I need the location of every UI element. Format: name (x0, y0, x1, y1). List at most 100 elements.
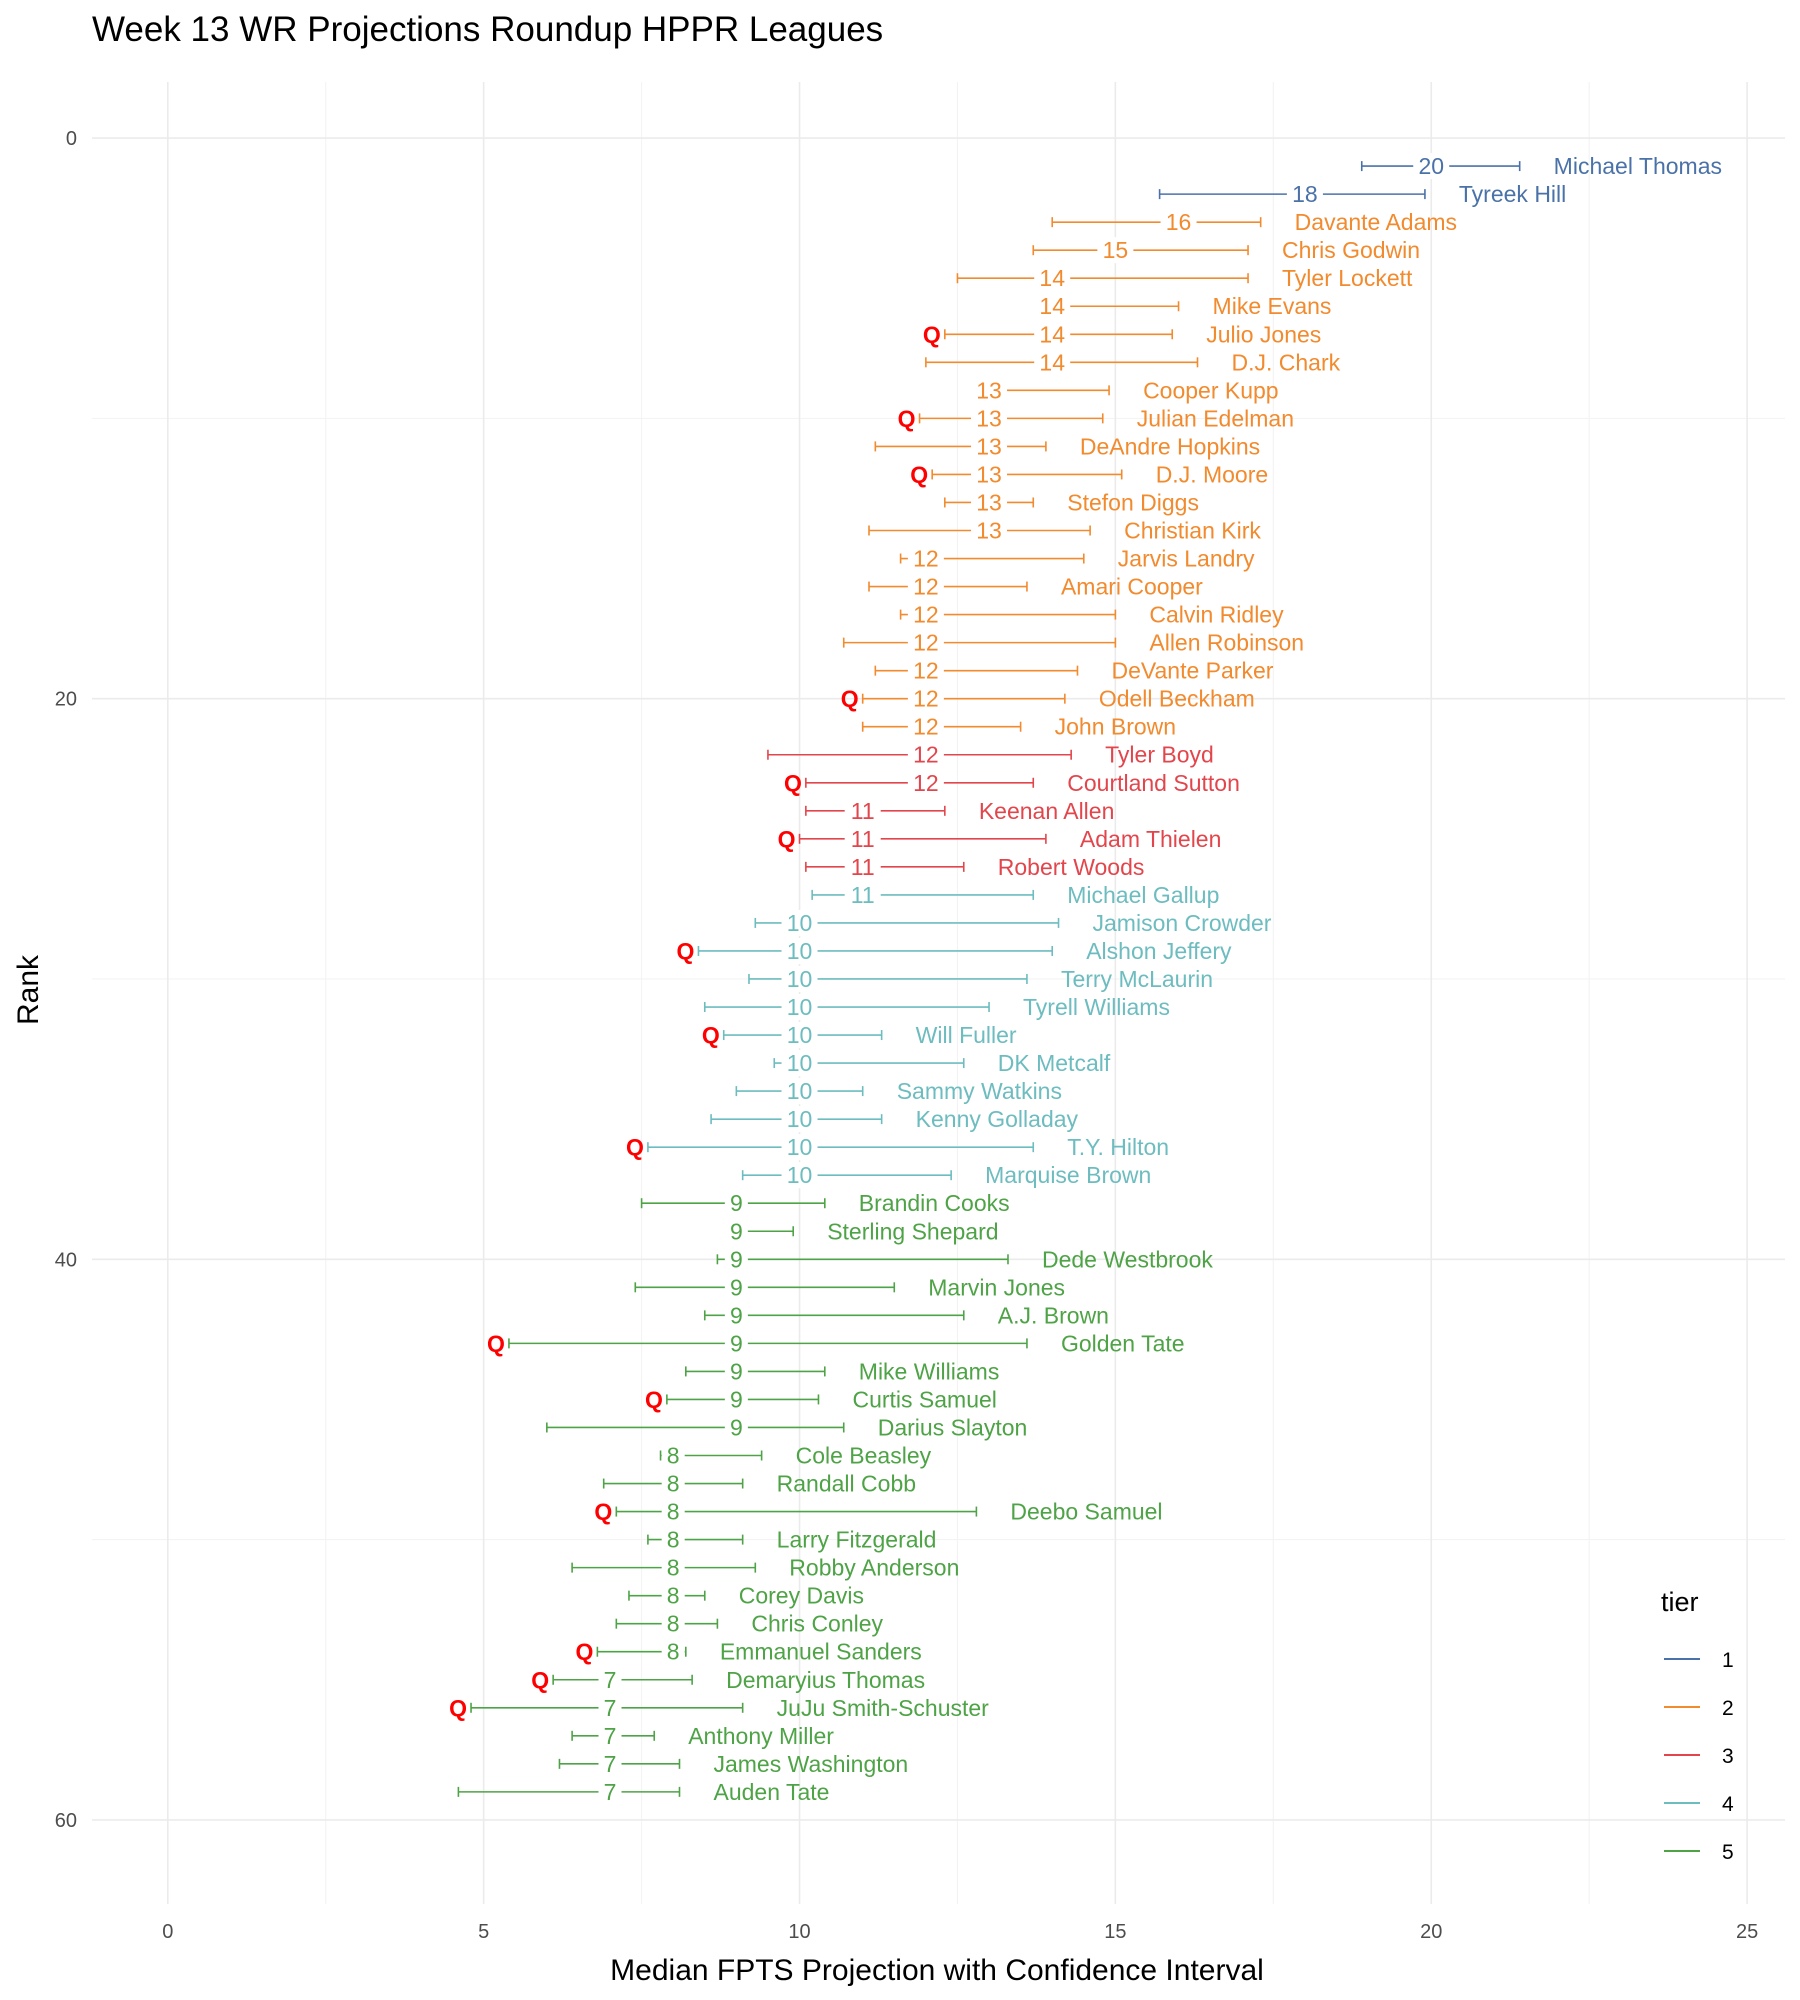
legend-label-tier-3: 3 (1722, 1745, 1734, 1768)
questionable-marker: Q (841, 686, 859, 712)
questionable-marker: Q (923, 321, 941, 347)
questionable-marker: Q (594, 1499, 612, 1525)
player-label: Tyreek Hill (1459, 181, 1566, 207)
median-label-bg (907, 601, 944, 628)
median-label: 8 (667, 1583, 680, 1609)
median-label: 13 (976, 405, 1002, 431)
player-label: Brandin Cooks (859, 1190, 1010, 1216)
player-label: Sterling Shepard (827, 1218, 998, 1244)
questionable-marker: Q (626, 1134, 644, 1160)
player-label: Keenan Allen (979, 798, 1115, 824)
median-label-bg (844, 881, 881, 908)
median-label: 8 (667, 1443, 680, 1469)
median-label: 14 (1039, 293, 1065, 319)
player-label: Odell Beckham (1099, 686, 1255, 712)
player-label: Alshon Jeffery (1086, 938, 1232, 964)
player-label: D.J. Chark (1232, 349, 1341, 375)
median-label: 10 (787, 1134, 813, 1160)
median-label-bg (781, 994, 818, 1021)
median-label: 20 (1418, 153, 1444, 179)
median-label: 11 (851, 882, 875, 908)
y-tick-label: 60 (55, 1810, 77, 1832)
median-label: 8 (667, 1471, 680, 1497)
player-label: Davante Adams (1295, 209, 1457, 235)
player-label: Darius Slayton (878, 1414, 1028, 1440)
x-tick-label: 0 (162, 1921, 173, 1943)
median-label-bg (724, 1302, 748, 1329)
median-label-bg (971, 377, 1008, 404)
median-label-bg (907, 713, 944, 740)
player-label: Tyler Boyd (1105, 742, 1214, 768)
legend-title: tier (1661, 1587, 1699, 1617)
median-label-bg (661, 1526, 685, 1553)
median-label-bg (724, 1274, 748, 1301)
median-label-bg (724, 1386, 748, 1413)
median-label: 12 (913, 546, 939, 572)
questionable-marker: Q (645, 1386, 663, 1412)
median-label: 11 (851, 798, 875, 824)
median-label: 12 (913, 630, 939, 656)
median-label: 10 (787, 938, 813, 964)
player-label: Chris Godwin (1282, 237, 1420, 263)
median-label-bg (971, 517, 1008, 544)
median-label-bg (844, 797, 881, 824)
player-label: Demaryius Thomas (726, 1667, 925, 1693)
x-tick-label: 25 (1736, 1921, 1758, 1943)
questionable-marker: Q (778, 826, 796, 852)
median-label-bg (724, 1414, 748, 1441)
median-label-bg (781, 1050, 818, 1077)
median-label-bg (598, 1694, 622, 1721)
median-label: 9 (730, 1302, 743, 1328)
median-label: 7 (604, 1779, 617, 1805)
median-label-bg (781, 937, 818, 964)
median-label: 10 (787, 1106, 813, 1132)
median-label: 10 (787, 1022, 813, 1048)
player-label: Courtland Sutton (1067, 770, 1240, 796)
median-label-bg (598, 1722, 622, 1749)
data-labels: 20 Michael Thomas 18 Tyreek Hill 16 Davante A… (449, 153, 1722, 1805)
player-label: Christian Kirk (1124, 517, 1261, 543)
median-label: 10 (787, 1050, 813, 1076)
median-label-bg (661, 1582, 685, 1609)
median-label-bg (1413, 153, 1450, 180)
player-label: Stefon Diggs (1067, 489, 1199, 515)
player-label: Tyrell Williams (1023, 994, 1170, 1020)
median-label-bg (844, 853, 881, 880)
median-label: 13 (976, 433, 1002, 459)
median-label: 8 (667, 1499, 680, 1525)
y-tick-label: 20 (55, 689, 77, 711)
chart-title: Week 13 WR Projections Roundup HPPR Leag… (92, 10, 883, 49)
questionable-marker: Q (531, 1667, 549, 1693)
player-label: Jamison Crowder (1093, 910, 1272, 936)
player-label: A.J. Brown (998, 1302, 1109, 1328)
median-label: 14 (1039, 349, 1065, 375)
questionable-marker: Q (784, 770, 802, 796)
median-label-bg (907, 657, 944, 684)
median-label-bg (661, 1638, 685, 1665)
player-label: Allen Robinson (1149, 630, 1304, 656)
median-label-bg (907, 685, 944, 712)
median-label-bg (781, 909, 818, 936)
x-tick-label: 15 (1104, 1921, 1126, 1943)
median-label: 7 (604, 1751, 617, 1777)
median-label-bg (1034, 293, 1071, 320)
median-label: 9 (730, 1414, 743, 1440)
median-label-bg (1160, 209, 1197, 236)
median-label: 9 (730, 1358, 743, 1384)
player-label: Marquise Brown (985, 1162, 1151, 1188)
player-label: Adam Thielen (1080, 826, 1222, 852)
median-label-bg (598, 1666, 622, 1693)
questionable-marker: Q (898, 405, 916, 431)
player-label: JuJu Smith-Schuster (777, 1695, 990, 1721)
questionable-marker: Q (702, 1022, 720, 1048)
median-label-bg (781, 1162, 818, 1189)
median-label-bg (661, 1442, 685, 1469)
player-label: Dede Westbrook (1042, 1246, 1213, 1272)
player-label: Marvin Jones (928, 1274, 1065, 1300)
player-label: Mike Williams (859, 1358, 1000, 1384)
player-label: Mike Evans (1213, 293, 1332, 319)
median-label-bg (661, 1610, 685, 1637)
player-label: Sammy Watkins (897, 1078, 1062, 1104)
median-label: 7 (604, 1695, 617, 1721)
